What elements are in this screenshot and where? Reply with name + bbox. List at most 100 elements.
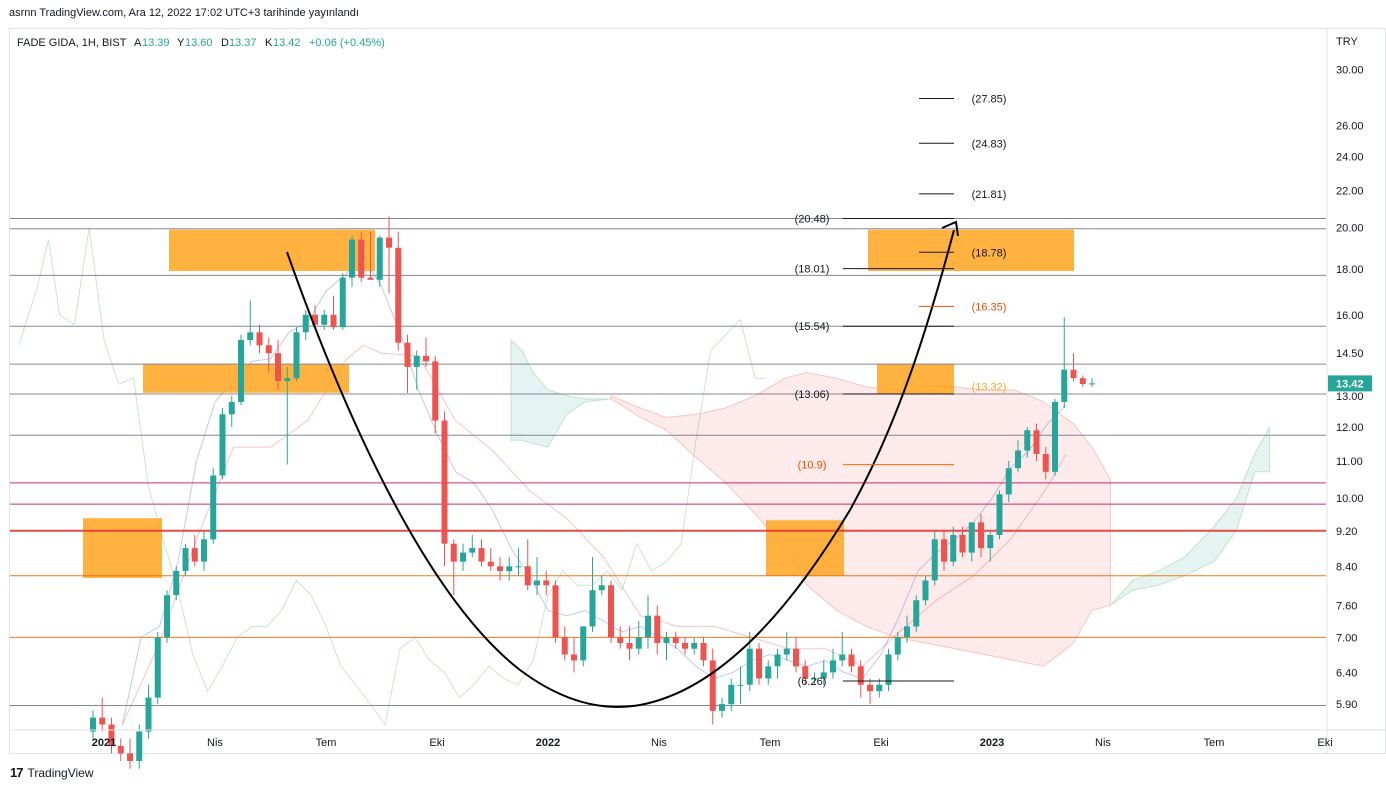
candle[interactable] bbox=[996, 490, 1003, 540]
candle[interactable] bbox=[275, 340, 281, 390]
candle[interactable] bbox=[959, 526, 966, 558]
candle[interactable] bbox=[534, 557, 540, 596]
candle[interactable] bbox=[904, 615, 910, 643]
candle[interactable] bbox=[423, 337, 429, 367]
candle[interactable] bbox=[284, 366, 291, 465]
candle[interactable] bbox=[765, 660, 772, 685]
candle[interactable] bbox=[339, 273, 346, 330]
candle[interactable] bbox=[608, 580, 614, 644]
candle[interactable] bbox=[145, 684, 152, 739]
candle[interactable] bbox=[793, 637, 799, 673]
candle[interactable] bbox=[571, 637, 577, 673]
candle[interactable] bbox=[848, 648, 855, 673]
candle[interactable] bbox=[580, 626, 587, 667]
candle[interactable] bbox=[737, 666, 744, 705]
candle[interactable] bbox=[386, 216, 392, 294]
candle[interactable] bbox=[99, 697, 106, 732]
candle[interactable] bbox=[90, 710, 96, 739]
candle[interactable] bbox=[885, 648, 892, 692]
candle[interactable] bbox=[1015, 440, 1021, 472]
candle[interactable] bbox=[654, 605, 661, 655]
candle[interactable] bbox=[645, 595, 651, 649]
candle[interactable] bbox=[219, 408, 226, 480]
candle[interactable] bbox=[469, 535, 476, 558]
candle[interactable] bbox=[1070, 353, 1077, 382]
candle[interactable] bbox=[173, 566, 180, 601]
candle[interactable] bbox=[247, 300, 254, 346]
candle[interactable] bbox=[987, 530, 994, 562]
candle[interactable] bbox=[349, 235, 355, 287]
candle[interactable] bbox=[330, 295, 337, 330]
candle[interactable] bbox=[154, 631, 161, 705]
candle[interactable] bbox=[312, 305, 318, 328]
candle[interactable] bbox=[358, 231, 365, 283]
candle[interactable] bbox=[830, 648, 836, 679]
candle[interactable] bbox=[506, 557, 513, 581]
candle[interactable] bbox=[432, 355, 439, 434]
candle[interactable] bbox=[876, 678, 883, 698]
candle[interactable] bbox=[617, 626, 624, 649]
candle[interactable] bbox=[811, 672, 818, 685]
candle[interactable] bbox=[682, 637, 688, 655]
candle[interactable] bbox=[598, 575, 605, 596]
candle[interactable] bbox=[1061, 317, 1068, 408]
candle[interactable] bbox=[293, 327, 300, 382]
candle[interactable] bbox=[968, 522, 975, 562]
candle[interactable] bbox=[950, 526, 957, 567]
candle[interactable] bbox=[182, 543, 189, 576]
candle[interactable] bbox=[1079, 375, 1086, 387]
candle[interactable] bbox=[663, 631, 670, 661]
candle[interactable] bbox=[709, 648, 716, 725]
candle[interactable] bbox=[543, 570, 550, 596]
candle[interactable] bbox=[201, 530, 207, 571]
candle[interactable] bbox=[117, 738, 124, 761]
candle[interactable] bbox=[728, 678, 735, 711]
candle[interactable] bbox=[164, 590, 170, 643]
candle[interactable] bbox=[1024, 427, 1031, 458]
candle[interactable] bbox=[1089, 378, 1095, 387]
candle[interactable] bbox=[931, 530, 938, 586]
candle[interactable] bbox=[238, 334, 244, 405]
candle[interactable] bbox=[321, 310, 328, 330]
candle[interactable] bbox=[867, 678, 873, 705]
candle[interactable] bbox=[978, 514, 984, 558]
candle[interactable] bbox=[228, 395, 235, 428]
candle[interactable] bbox=[552, 580, 559, 644]
candle[interactable] bbox=[635, 621, 642, 655]
candle[interactable] bbox=[497, 557, 503, 581]
candle[interactable] bbox=[487, 548, 494, 571]
candle[interactable] bbox=[460, 543, 466, 571]
candle[interactable] bbox=[136, 724, 143, 769]
candle[interactable] bbox=[561, 626, 568, 661]
candle[interactable] bbox=[756, 643, 762, 685]
candle[interactable] bbox=[820, 660, 827, 685]
candle[interactable] bbox=[700, 637, 707, 667]
candle[interactable] bbox=[524, 539, 531, 591]
candle[interactable] bbox=[672, 631, 679, 649]
candle[interactable] bbox=[1042, 447, 1049, 480]
footer-brand[interactable]: TradingView bbox=[27, 765, 94, 780]
candle[interactable] bbox=[108, 717, 115, 754]
candle[interactable] bbox=[413, 350, 420, 390]
candle[interactable] bbox=[1005, 461, 1012, 503]
candle[interactable] bbox=[691, 637, 698, 655]
candle[interactable] bbox=[1052, 398, 1058, 476]
candle[interactable] bbox=[894, 631, 901, 661]
candle[interactable] bbox=[783, 631, 790, 661]
candle[interactable] bbox=[191, 535, 198, 567]
candle[interactable] bbox=[913, 595, 920, 632]
candle[interactable] bbox=[478, 539, 485, 567]
candle[interactable] bbox=[515, 548, 522, 576]
candle[interactable] bbox=[941, 530, 947, 571]
candle[interactable] bbox=[802, 660, 809, 685]
candle[interactable] bbox=[367, 231, 374, 280]
candle[interactable] bbox=[626, 626, 633, 661]
candle[interactable] bbox=[857, 660, 864, 698]
candle[interactable] bbox=[376, 235, 383, 287]
candle[interactable] bbox=[256, 324, 263, 354]
candle[interactable] bbox=[127, 738, 133, 769]
candle[interactable] bbox=[1033, 423, 1040, 461]
candle[interactable] bbox=[302, 310, 309, 340]
candle[interactable] bbox=[922, 575, 929, 606]
